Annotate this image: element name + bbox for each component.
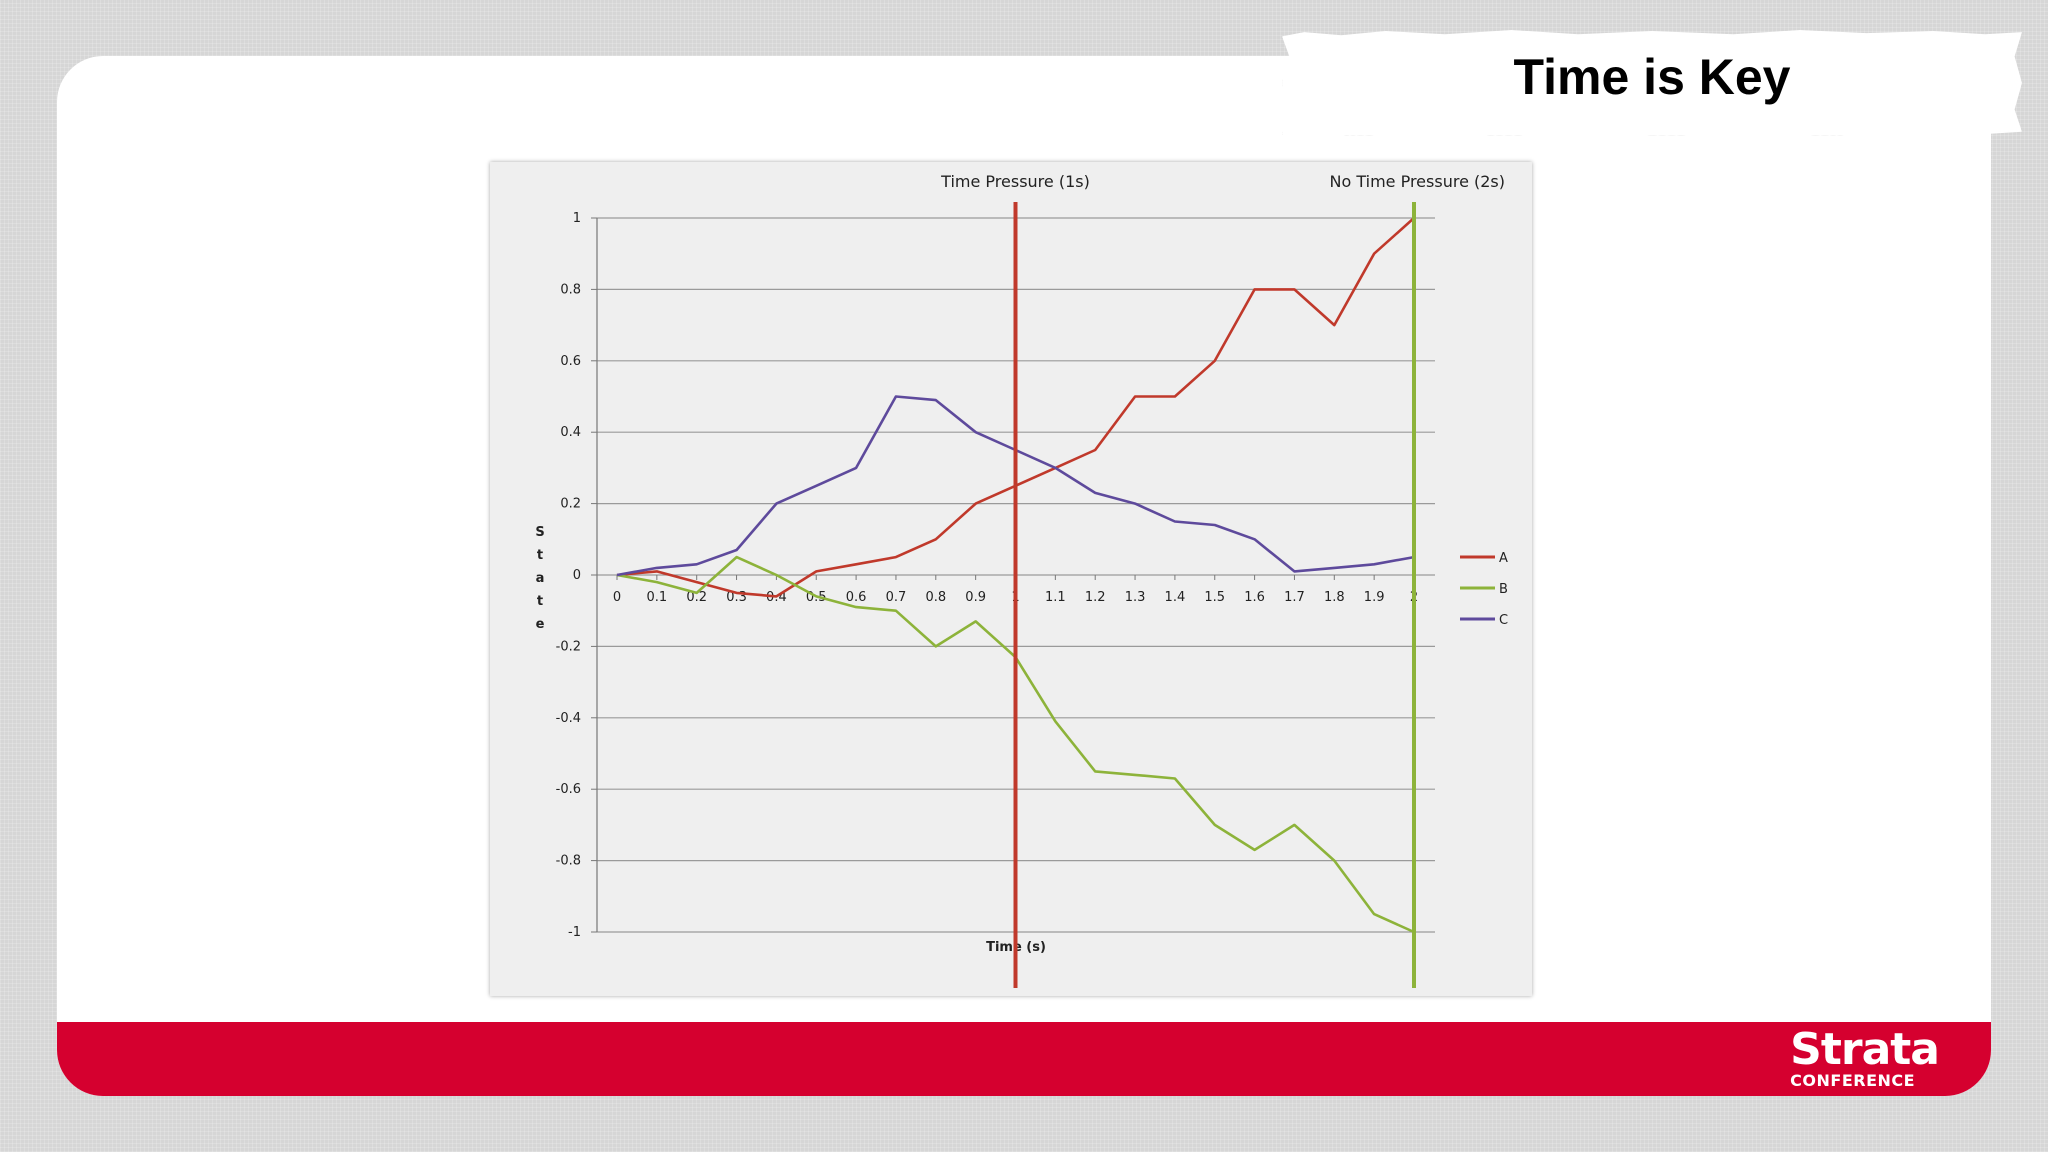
y-axis-label-letter: t [537, 548, 543, 563]
x-tick-label: 0.7 [886, 590, 907, 605]
y-tick-label: -0.2 [556, 639, 581, 654]
logo-sub-text: CONFERENCE [1790, 1071, 1916, 1090]
x-tick-label: 1.7 [1284, 590, 1305, 605]
line-chart: 1 0.8 0.6 0.4 0.2 0 -0.2 -0.4 -0.6 -0.8 -1 0 0.1 0.2 0… [535, 172, 1508, 988]
legend-label-a: A [1499, 551, 1508, 566]
x-tick-label: 0.8 [925, 590, 946, 605]
title-banner: Time is Key [1282, 30, 2022, 136]
x-tick-label: 1.3 [1125, 590, 1146, 605]
x-tick-label: 1.1 [1045, 590, 1066, 605]
y-tick-label: 1 [573, 211, 581, 226]
x-tick-label: 0.6 [846, 590, 867, 605]
x-tick-label: 0.1 [647, 590, 668, 605]
x-tick-label: 0.9 [965, 590, 986, 605]
x-tick-label: 0 [613, 590, 621, 605]
x-tick-label: 1.6 [1244, 590, 1265, 605]
x-tick-label: 1.5 [1204, 590, 1225, 605]
legend-label-b: B [1499, 582, 1508, 597]
y-tick-label: -1 [568, 925, 581, 940]
y-tick-label: 0.2 [560, 497, 581, 512]
x-tick-label: 1.2 [1085, 590, 1106, 605]
y-axis-label-letter: t [537, 594, 543, 609]
slide-title: Time is Key [1513, 49, 1791, 105]
y-tick-label: -0.6 [556, 782, 581, 797]
y-tick-label: 0.4 [560, 425, 581, 440]
y-tick-label: -0.4 [556, 711, 581, 726]
legend-label-c: C [1499, 613, 1508, 628]
logo-main-text: Strata [1790, 1024, 1940, 1075]
y-tick-label: 0 [573, 568, 581, 583]
marker-label-1: Time Pressure (1s) [940, 172, 1090, 191]
marker-label-2: No Time Pressure (2s) [1330, 172, 1506, 191]
x-tick-label: 1.8 [1324, 590, 1345, 605]
x-tick-label: 1.4 [1165, 590, 1186, 605]
footer-band: Strata CONFERENCE [57, 1022, 1991, 1096]
y-tick-label: -0.8 [556, 854, 581, 869]
x-tick-label: 0.2 [686, 590, 707, 605]
y-axis-label-letter: a [536, 571, 545, 586]
chart-panel: 1 0.8 0.6 0.4 0.2 0 -0.2 -0.4 -0.6 -0.8 -1 0 0.1 0.2 0… [490, 162, 1532, 996]
y-tick-label: 0.8 [560, 282, 581, 297]
y-tick-label: 0.6 [560, 354, 581, 369]
y-axis-label-letter: S [535, 525, 544, 540]
y-axis-label-letter: e [536, 617, 545, 632]
strata-logo: Strata CONFERENCE [1790, 1024, 1940, 1090]
x-tick-label: 1.9 [1364, 590, 1385, 605]
